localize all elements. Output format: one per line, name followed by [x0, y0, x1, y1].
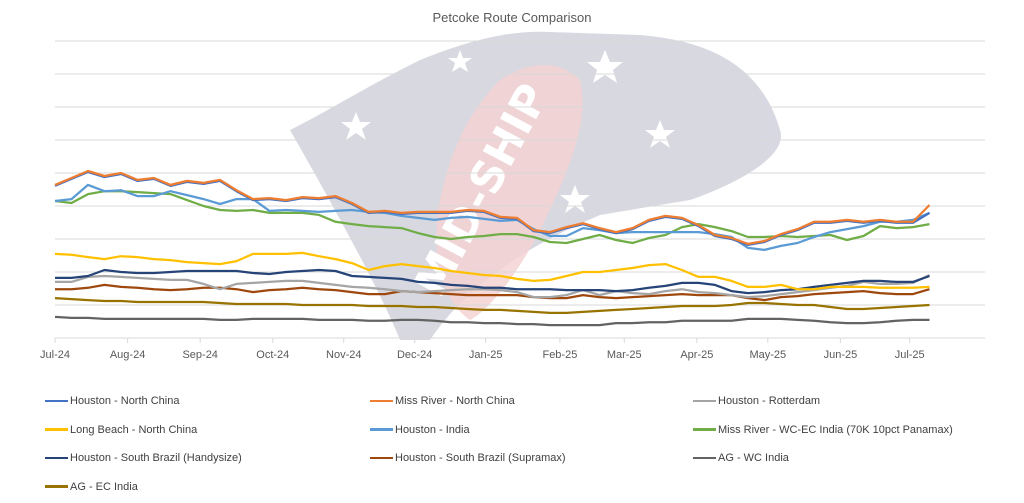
legend-item: Houston - South Brazil (Handysize) — [45, 450, 242, 466]
legend-item: Long Beach - North China — [45, 422, 197, 438]
x-tick-label: Jan-25 — [469, 349, 503, 361]
x-tick-label: Apr-25 — [680, 349, 713, 361]
legend-label: Houston - India — [395, 423, 470, 436]
watermark-star — [587, 50, 623, 83]
series-line-long-beach-north-china — [54, 251, 930, 291]
watermark-star — [560, 185, 590, 213]
legend-swatch — [45, 456, 68, 460]
x-tick-label: Mar-25 — [607, 349, 642, 361]
legend-swatch — [45, 485, 68, 488]
watermark-star — [448, 50, 472, 72]
legend-label: Houston - North China — [70, 395, 180, 407]
x-tick-label: Nov-24 — [326, 349, 361, 361]
series-line-houston-india — [54, 183, 930, 252]
x-tick-label: Sep-24 — [182, 349, 217, 361]
legend-label: Miss River - North China — [395, 395, 515, 407]
legend-label: Miss River - WC-EC India (70K 10pct Pana… — [718, 423, 953, 436]
legend-label: Houston - South Brazil (Handysize) — [70, 452, 242, 464]
series-line-miss-river-north-china — [54, 169, 931, 246]
x-tick-label: Oct-24 — [256, 349, 289, 361]
chart-title: Petcoke Route Comparison — [432, 10, 592, 25]
x-tick-label: Jul-24 — [40, 349, 70, 361]
legend-swatch — [370, 428, 393, 431]
series-line-ag-ec-india — [54, 296, 930, 315]
series-line-houston-south-brazil-supramax — [55, 283, 930, 302]
legend-swatch — [693, 428, 716, 431]
legend-swatch — [370, 399, 393, 403]
x-axis: Jul-24 Aug-24 Sep-24 Oct-24 Nov-24 Dec-24 Jan-… — [40, 337, 985, 361]
legend-swatch — [693, 399, 716, 403]
series-lines — [54, 169, 931, 327]
x-tick-label: Aug-24 — [110, 349, 145, 361]
legend-item: Miss River - North China — [370, 393, 515, 409]
x-tick-label: Jun-25 — [824, 349, 858, 361]
legend-item: Houston - India — [370, 422, 470, 438]
series-line-houston-south-brazil-handysize — [55, 268, 930, 295]
watermark-banner — [436, 65, 583, 320]
legend-swatch — [370, 456, 393, 460]
legend-swatch — [45, 399, 68, 403]
legend-item: AG - EC India — [45, 479, 138, 495]
legend-item: AG - WC India — [693, 450, 789, 466]
line-chart: MID-SHIP Jul-24 Aug-24 Sep-24 Oct-24 Nov-24 D… — [40, 31, 985, 361]
series-line-houston-rotterdam — [55, 273, 930, 299]
watermark-star — [645, 120, 675, 148]
x-tick-label: May-25 — [749, 349, 786, 361]
legend-item: Houston - North China — [45, 393, 179, 409]
legend-swatch — [45, 428, 68, 431]
series-line-miss-river-wc-ec-india-70k-10pct-panamax — [54, 190, 930, 245]
legend-item: Houston - South Brazil (Supramax) — [370, 450, 566, 466]
legend-label: Houston - South Brazil (Supramax) — [395, 452, 566, 464]
x-tick-label: Jul-25 — [895, 349, 925, 361]
series-line-ag-wc-india — [54, 315, 930, 327]
legend-item: Miss River - WC-EC India (70K 10pct Pana… — [693, 422, 953, 438]
legend-label: AG - WC India — [718, 452, 789, 464]
legend-swatch — [693, 456, 716, 460]
x-tick-label: Dec-24 — [397, 349, 432, 361]
x-tick-label: Feb-25 — [542, 349, 577, 361]
legend-label: Houston - Rotterdam — [718, 395, 821, 407]
gridlines — [55, 40, 985, 306]
watermark-star — [341, 112, 371, 140]
legend-label: AG - EC India — [70, 480, 138, 493]
legend-label: Long Beach - North China — [70, 423, 198, 436]
legend-item: Houston - Rotterdam — [693, 393, 820, 409]
